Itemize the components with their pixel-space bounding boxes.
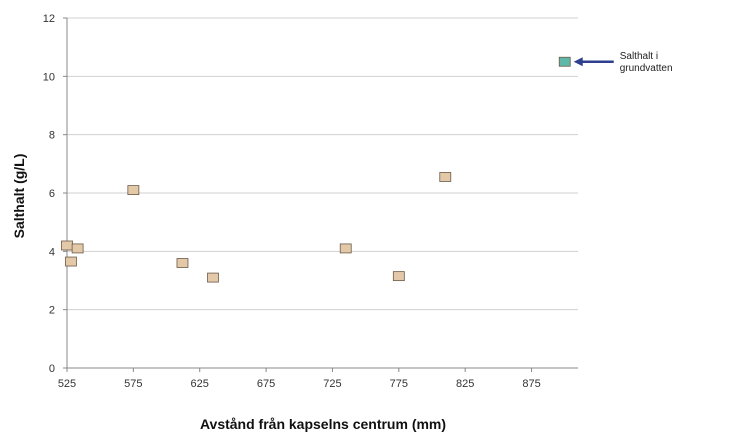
y-tick-label-8: 8: [49, 130, 55, 142]
y-tick-labels: 0 2 4 6 8 10 12: [43, 13, 55, 375]
y-axis-title: Salthalt (g/L): [11, 154, 27, 239]
x-tick-label-675: 675: [257, 378, 275, 390]
data-point-s0-0: [61, 240, 73, 251]
data-points: [61, 56, 571, 283]
x-tick-label-725: 725: [323, 378, 341, 390]
data-point-s0-1: [65, 256, 77, 267]
y-tick-label-2: 2: [49, 305, 55, 317]
annotation-arrow-head: [573, 57, 583, 67]
y-tick-label-6: 6: [49, 188, 55, 200]
data-point-s1-0: [558, 56, 571, 67]
y-tick-label-0: 0: [49, 363, 55, 375]
data-point-s0-3: [127, 185, 140, 195]
x-tick-label-825: 825: [456, 378, 474, 390]
gridlines: [67, 17, 578, 311]
x-tick-label-525: 525: [58, 378, 76, 390]
data-point-s0-7: [392, 271, 405, 282]
y-tick-label-10: 10: [43, 71, 55, 83]
axes: [63, 17, 578, 372]
data-point-s0-6: [339, 243, 352, 254]
y-tick-label-4: 4: [49, 246, 55, 258]
data-point-s0-2: [71, 243, 84, 254]
annotation-text-line-1: grundvatten: [620, 63, 673, 74]
data-point-s0-4: [176, 258, 189, 268]
x-axis-title: Avstånd från kapselns centrum (mm): [200, 416, 446, 432]
x-tick-label-775: 775: [390, 378, 408, 390]
data-point-s0-8: [439, 172, 452, 182]
data-point-s0-5: [207, 272, 219, 283]
annotation-text-line-0: Salthalt i: [620, 51, 658, 62]
x-tick-label-625: 625: [191, 378, 209, 390]
y-tick-label-12: 12: [43, 13, 55, 25]
x-tick-label-575: 575: [124, 378, 142, 390]
x-tick-labels: 525 575 625 675 725 775 825 875: [58, 378, 541, 390]
x-tick-label-875: 875: [522, 378, 540, 390]
